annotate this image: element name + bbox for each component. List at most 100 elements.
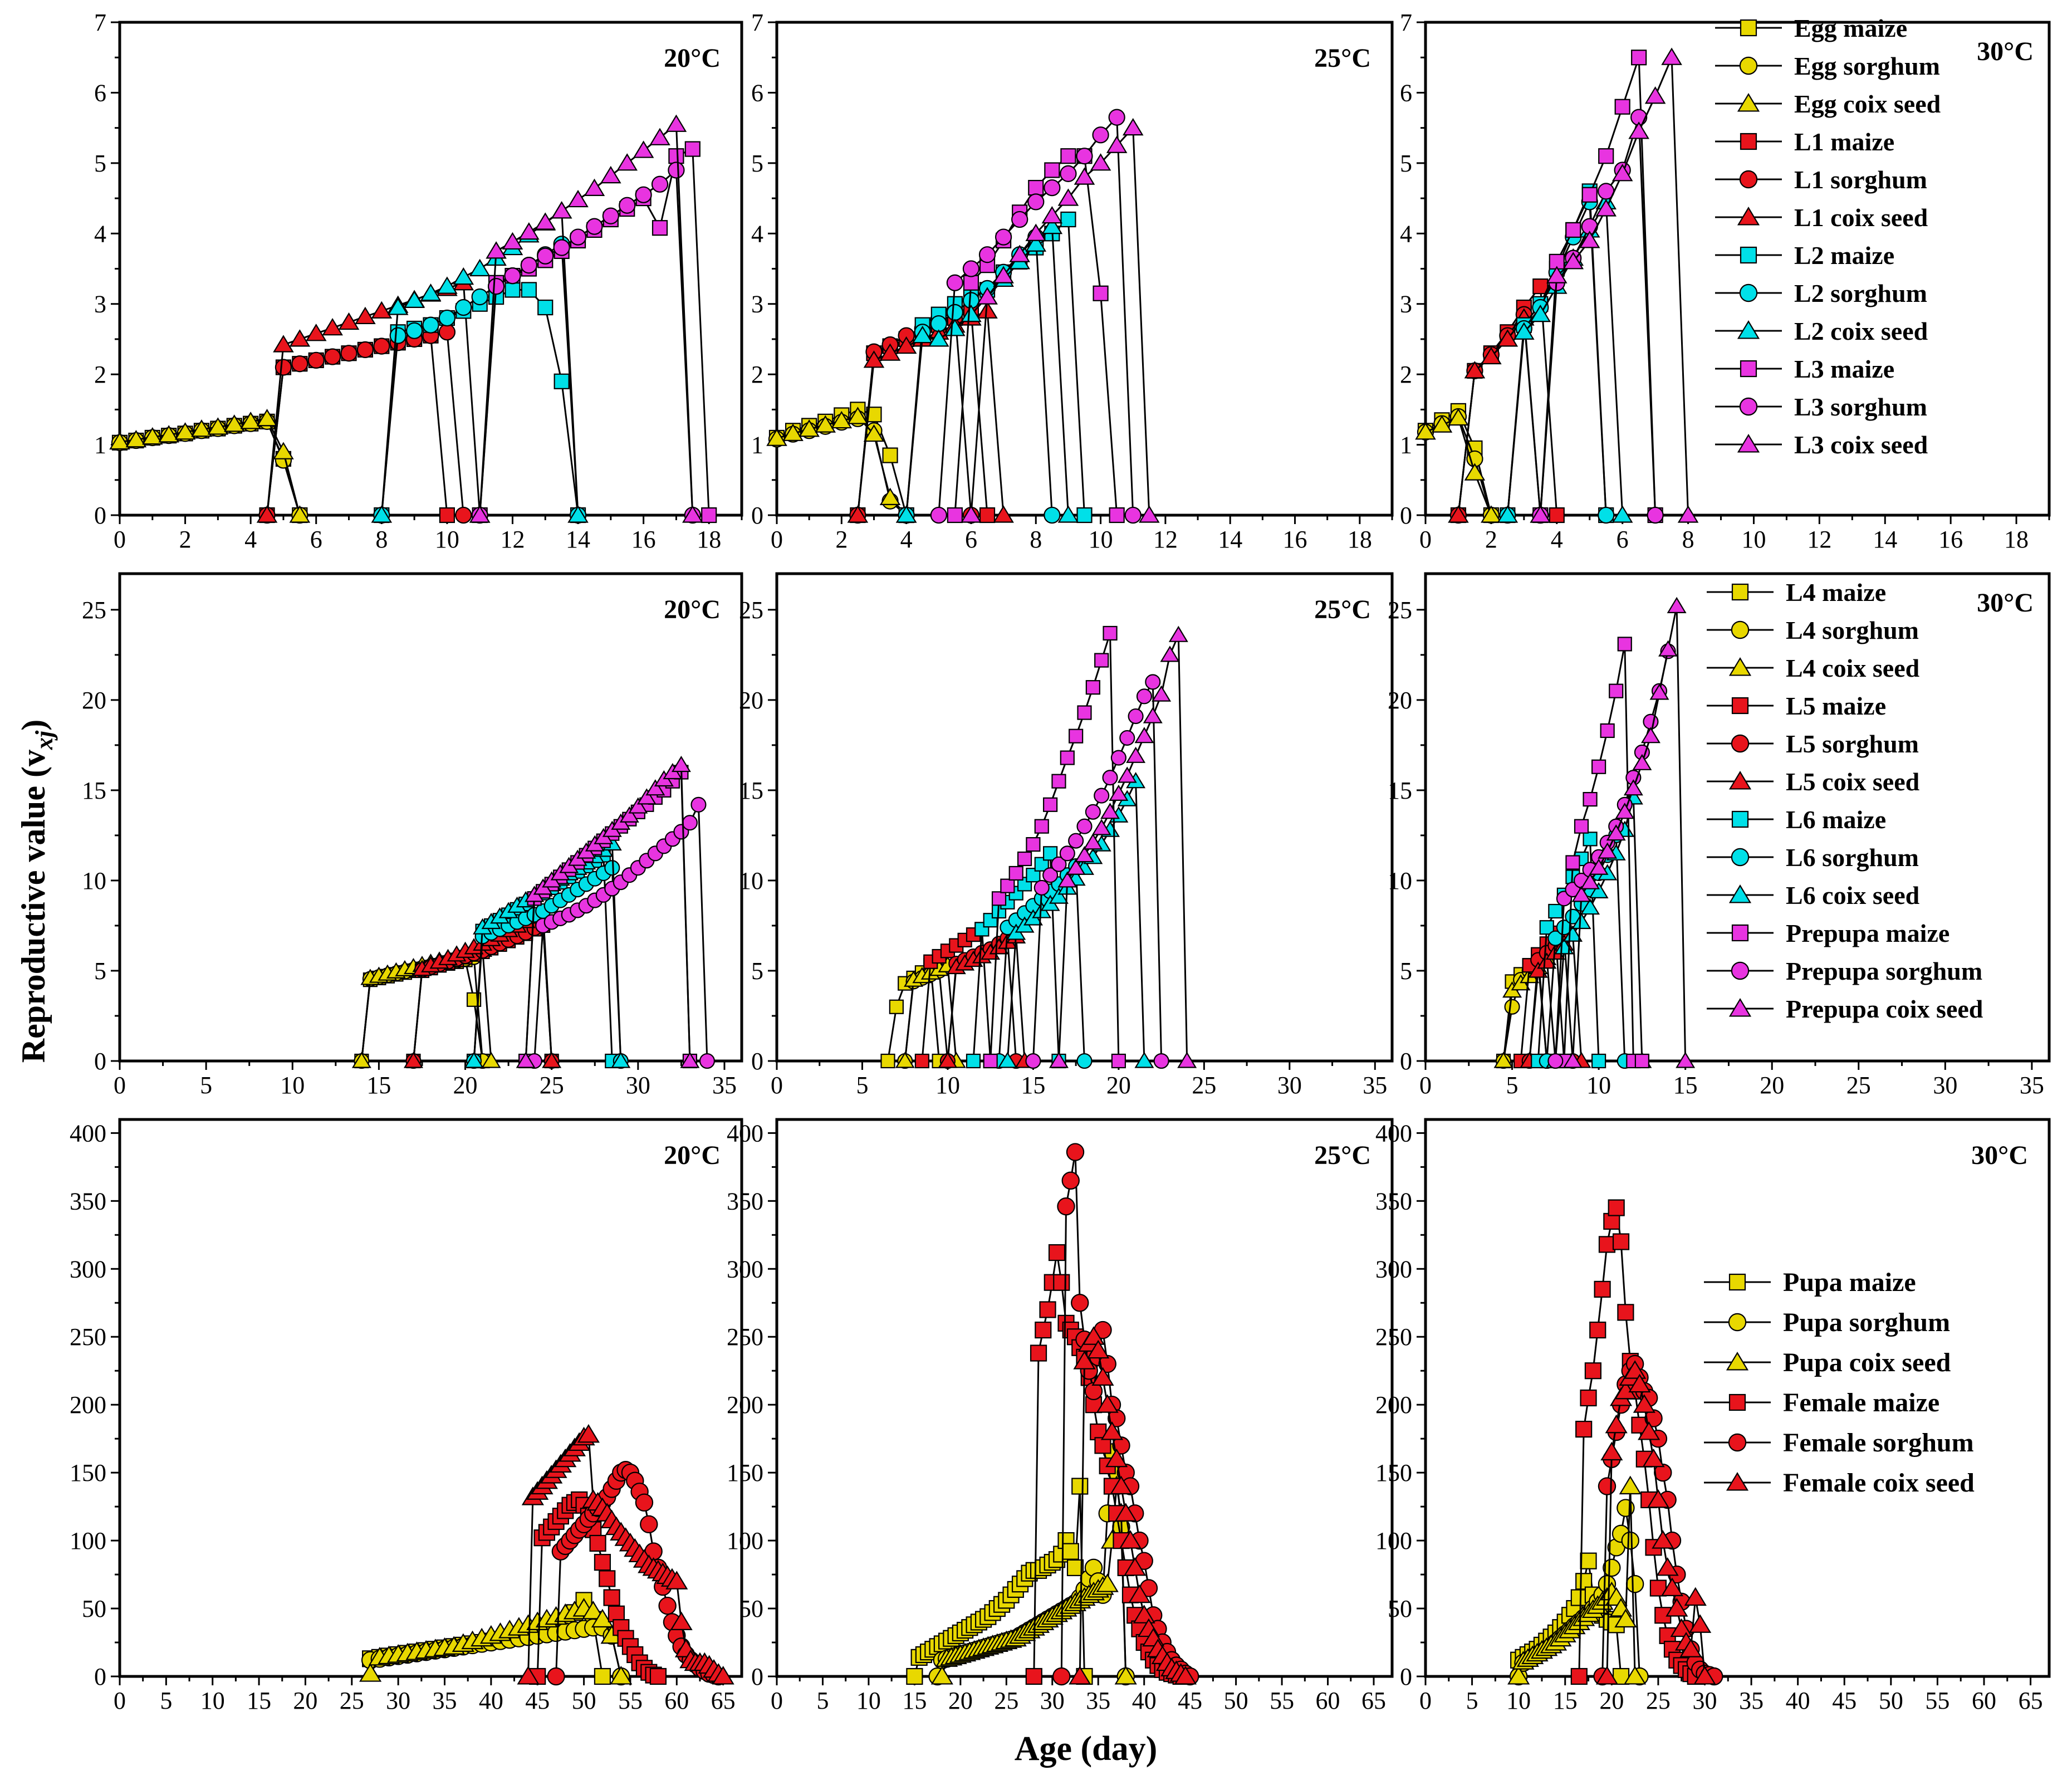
x-tick-label: 45 (1832, 1687, 1857, 1714)
data-point (1547, 1053, 1564, 1069)
data-point (1076, 148, 1093, 165)
data-point (1589, 1321, 1606, 1339)
y-tick-label: 300 (70, 1255, 106, 1283)
legend-label: L2 sorghum (1794, 279, 1927, 307)
x-tick-label: 15 (1673, 1072, 1698, 1099)
data-point (1114, 1503, 1137, 1522)
data-point (1631, 50, 1647, 66)
data-point (1600, 723, 1615, 739)
data-point (684, 141, 701, 157)
data-point (338, 312, 360, 330)
data-point (403, 1052, 423, 1068)
data-point (1094, 653, 1109, 668)
x-tick-label: 30 (626, 1072, 650, 1099)
legend-label: L1 maize (1794, 128, 1894, 156)
data-point (1644, 86, 1666, 104)
series-l3-coix-seed (469, 114, 703, 523)
legend-item: L1 coix seed (1715, 203, 1928, 232)
x-tick-label: 16 (1283, 526, 1307, 553)
y-tick-label: 25 (739, 596, 763, 624)
y-tick-label: 1 (94, 432, 106, 459)
x-tick-label: 10 (1089, 526, 1113, 553)
data-point (307, 351, 325, 369)
data-point (535, 212, 556, 230)
data-point (1493, 1052, 1513, 1068)
data-point (1060, 750, 1075, 765)
data-point (437, 276, 458, 294)
data-point (690, 796, 707, 813)
temperature-label: 30°C (1977, 588, 2034, 618)
legend-marker (1726, 1352, 1749, 1371)
plot-frame (118, 1118, 743, 1678)
data-point (1448, 505, 1469, 523)
data-point (439, 507, 455, 524)
data-point (455, 299, 472, 316)
data-point (1092, 126, 1109, 144)
data-point (1693, 1666, 1716, 1685)
y-tick-label: 350 (1375, 1187, 1412, 1215)
data-point (1077, 705, 1092, 720)
x-tick-label: 60 (1316, 1687, 1340, 1714)
x-tick-label: 30 (386, 1687, 410, 1714)
y-tick-label: 4 (94, 220, 106, 247)
data-point (553, 373, 570, 389)
data-point (863, 350, 885, 368)
data-point (521, 282, 537, 298)
legend-label: L6 coix seed (1786, 881, 1920, 909)
panel-row3-25C: 0 5 10 15 20 25 30 35 40 45 50 55 60 65 0 50 100 150 200 25… (727, 1118, 1394, 1714)
data-point (141, 427, 163, 445)
data-point (1017, 851, 1032, 867)
data-point (603, 1589, 620, 1606)
data-point (464, 1052, 484, 1068)
x-tick-label: 15 (1553, 1687, 1578, 1714)
y-tick-label: 0 (1400, 1048, 1412, 1075)
y-tick-label: 250 (70, 1323, 106, 1351)
data-point (671, 755, 691, 772)
x-tick-label: 25 (540, 1072, 564, 1099)
legend-item: Egg sorghum (1715, 52, 1940, 80)
legend-marker (1731, 810, 1749, 828)
data-point (289, 329, 311, 347)
data-point (680, 1052, 700, 1068)
legend-item: L4 sorghum (1707, 616, 1919, 644)
temperature-label: 20°C (664, 43, 721, 73)
x-tick-label: 6 (310, 526, 322, 553)
data-point (502, 232, 523, 250)
legend-marker (1731, 961, 1750, 980)
data-point (1057, 505, 1079, 523)
data-point (1094, 788, 1110, 804)
legend-item: L5 sorghum (1707, 730, 1919, 758)
data-point (487, 277, 505, 295)
data-point (520, 257, 538, 274)
legend-marker (1728, 884, 1752, 903)
data-point (1053, 1274, 1070, 1291)
data-point (619, 806, 639, 823)
x-tick-label: 55 (1270, 1687, 1294, 1714)
legend-item: L2 maize (1715, 241, 1894, 270)
data-point (371, 505, 393, 523)
x-tick-label: 20 (1599, 1687, 1624, 1714)
series-prepupa-sorghum (526, 796, 716, 1069)
data-point (422, 316, 439, 334)
data-point (1048, 1244, 1066, 1261)
data-point (1011, 211, 1028, 228)
legend-item: Female coix seed (1704, 1468, 1975, 1498)
y-tick-label: 350 (70, 1187, 106, 1215)
legend-label: L2 coix seed (1794, 317, 1928, 345)
x-tick-label: 15 (247, 1687, 271, 1714)
x-tick-label: 10 (200, 1687, 225, 1714)
data-point (635, 1493, 654, 1512)
y-tick-label: 6 (1400, 79, 1412, 106)
data-point (1532, 278, 1549, 295)
x-tick-label: 14 (1873, 526, 1897, 553)
data-point (1546, 266, 1568, 283)
legend-label: L3 sorghum (1794, 393, 1927, 421)
data-point (1556, 920, 1572, 936)
y-tick-label: 10 (739, 867, 763, 894)
series-l3-sorghum (930, 109, 1142, 524)
data-point (1028, 180, 1044, 196)
data-point (1066, 1143, 1085, 1161)
data-point (1614, 1608, 1637, 1628)
data-point (633, 140, 654, 158)
y-tick-label: 150 (70, 1459, 106, 1486)
